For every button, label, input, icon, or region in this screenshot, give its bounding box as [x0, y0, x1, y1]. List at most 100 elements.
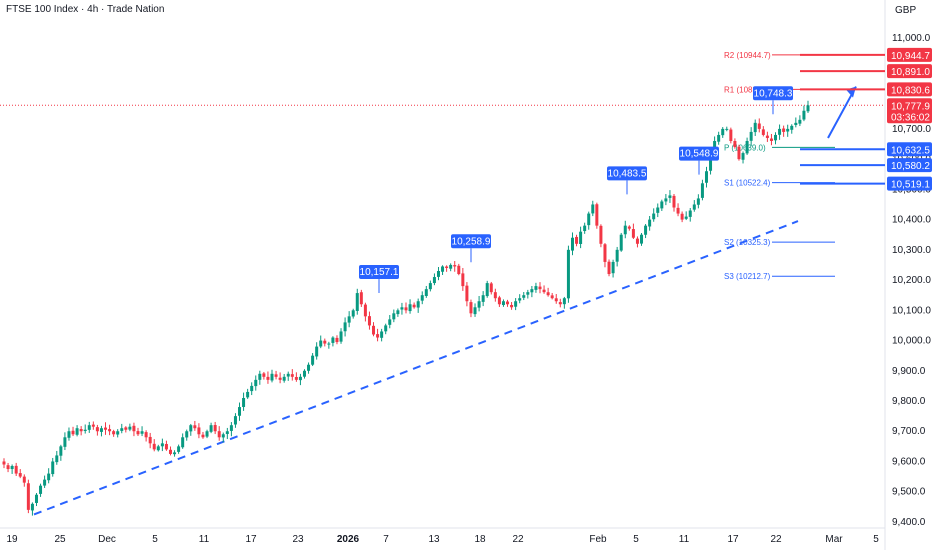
candle-body	[672, 195, 676, 208]
candle-body	[550, 295, 554, 299]
candle-body	[692, 204, 696, 210]
candle-body	[530, 289, 534, 293]
y-tick-label: 10,000.0	[892, 336, 931, 347]
candle-body	[254, 379, 258, 387]
candle-body	[323, 340, 327, 344]
candle-body	[221, 434, 225, 438]
candle-body	[112, 431, 116, 435]
candle-body	[583, 225, 587, 232]
x-tick-label: 11	[199, 534, 210, 545]
annotation-label: 10,748.3	[754, 88, 793, 99]
x-tick-label: 22	[770, 534, 782, 545]
countdown-label: 03:36:02	[891, 112, 930, 123]
candle-body	[436, 271, 440, 277]
candle-body	[250, 385, 254, 392]
y-tick-label: 9,600.0	[892, 456, 926, 467]
candle-body	[485, 283, 489, 297]
candle-body	[2, 461, 6, 465]
candle-body	[67, 431, 71, 438]
candle-body	[729, 129, 733, 141]
candle-body	[587, 213, 591, 226]
candle-body	[181, 437, 185, 448]
price-tag	[887, 158, 932, 173]
x-tick-label: 25	[54, 534, 66, 545]
candle-body	[156, 446, 160, 451]
candle-body	[704, 171, 708, 183]
candle-body	[428, 283, 432, 290]
x-tick-label: 13	[428, 534, 440, 545]
candle-body	[802, 110, 806, 120]
candle-body	[664, 198, 668, 202]
candle-body	[124, 427, 128, 430]
annotation-box	[359, 265, 399, 280]
candle-body	[6, 465, 10, 470]
y-tick-label: 10,700.0	[892, 124, 931, 135]
candle-body	[501, 301, 505, 306]
annotation-label: 10,548.9	[680, 149, 719, 160]
annotation-label: 10,258.9	[452, 236, 491, 247]
candle-body	[148, 436, 152, 444]
x-tick-label: Mar	[825, 534, 843, 545]
candle-body	[595, 204, 599, 226]
price-tag-label: 10,944.7	[891, 51, 930, 62]
candle-body	[197, 427, 201, 435]
candle-body	[778, 128, 782, 135]
candle-body	[160, 443, 164, 447]
candle-body	[225, 431, 229, 434]
candle-body	[99, 428, 103, 432]
chart-title: FTSE 100 Index · 4h · Trade Nation	[6, 4, 165, 15]
pivot-label: P (10639.0)	[724, 143, 766, 152]
time-axis: 19 25 Dec 5 11 17 23 2026 7 13 18 22 Feb 5 11 17 22 Mar 5	[0, 527, 885, 545]
price-tag	[887, 82, 932, 97]
price-tag-label: 10,580.2	[891, 161, 930, 172]
candle-body	[741, 153, 745, 160]
candle-body	[688, 210, 692, 217]
candle-body	[514, 301, 518, 307]
candle-body	[534, 286, 538, 290]
candle-body	[79, 429, 83, 432]
candle-body	[367, 316, 371, 326]
candle-body	[266, 376, 270, 380]
candle-body	[725, 128, 729, 130]
candle-body	[47, 473, 51, 481]
candle-body	[335, 337, 339, 343]
candle-body	[615, 249, 619, 262]
candle-body	[286, 373, 290, 377]
candle-body	[315, 346, 319, 357]
candle-body	[566, 249, 570, 299]
candle-body	[39, 485, 43, 494]
candle-body	[449, 264, 453, 269]
candle-body	[71, 430, 75, 435]
candle-body	[108, 429, 112, 432]
y-tick-label: 11,000.0	[892, 33, 931, 44]
annotation-box	[753, 86, 793, 101]
candle-body	[132, 425, 136, 432]
candle-body	[14, 465, 18, 474]
candle-body	[242, 397, 246, 407]
candle-body	[384, 325, 388, 332]
candle-body	[91, 424, 95, 427]
candle-body	[359, 292, 363, 305]
candle-body	[136, 431, 140, 435]
x-tick-label: 19	[6, 534, 18, 545]
price-tag	[887, 142, 932, 157]
y-tick-label: 10,200.0	[892, 275, 931, 286]
candle-body	[95, 427, 99, 432]
candle-body	[43, 479, 47, 486]
candle-body	[469, 302, 473, 314]
candle-body	[676, 207, 680, 214]
price-tag	[887, 64, 932, 79]
x-tick-label: 2026	[337, 534, 360, 545]
candle-body	[416, 301, 420, 308]
candle-body	[278, 377, 282, 380]
y-tick-label: 10,300.0	[892, 245, 931, 256]
candle-body	[794, 122, 798, 126]
candle-body	[30, 503, 34, 511]
price-tag	[887, 176, 932, 191]
price-tags: 10,944.7 10,891.0 10,830.6 10,632.5 10,580.2…	[800, 47, 932, 191]
candle-body	[575, 236, 579, 244]
candle-body	[168, 449, 172, 454]
candle-body	[18, 473, 22, 477]
currency-label: GBP	[895, 5, 916, 16]
